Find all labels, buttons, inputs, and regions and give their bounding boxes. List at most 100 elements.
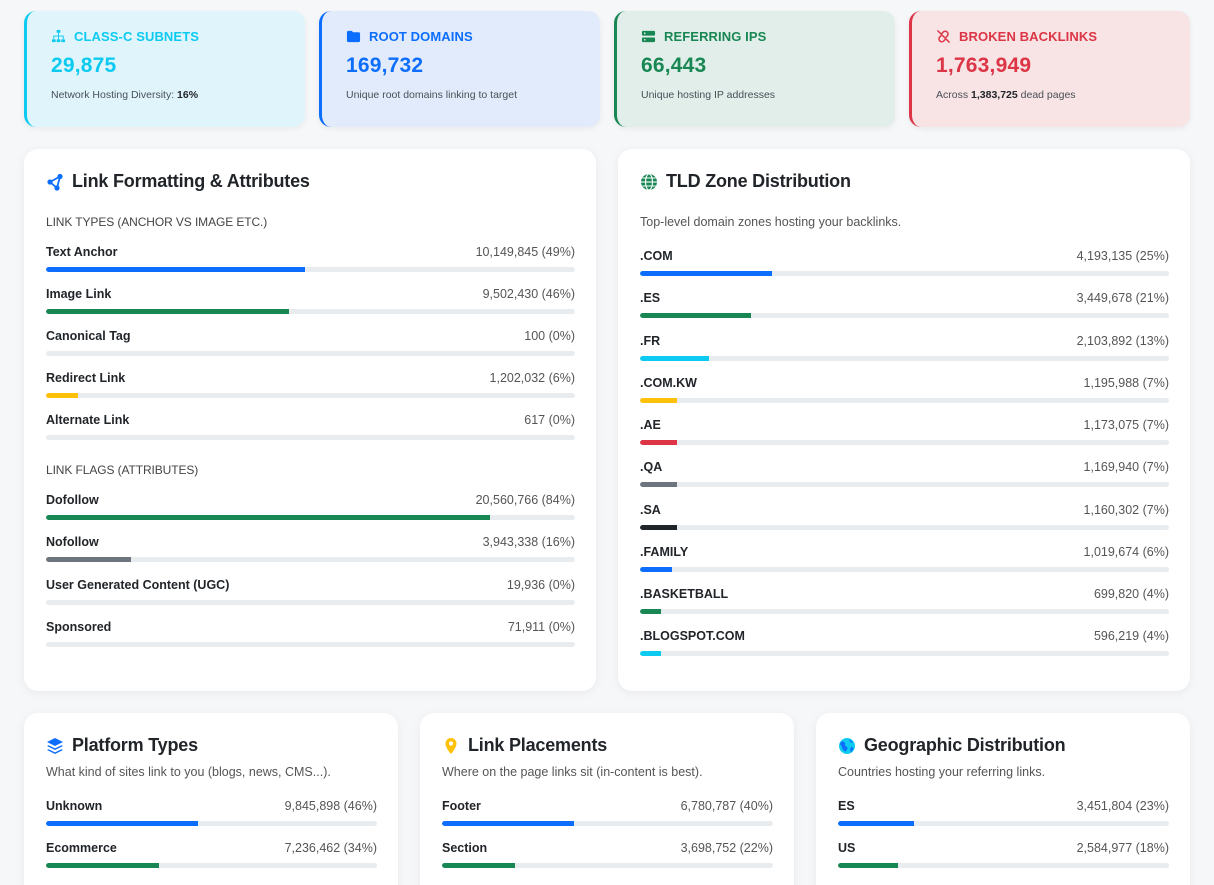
bar-label: .SA	[640, 502, 661, 517]
broken-link-icon	[937, 30, 950, 43]
link-types-label: LINK TYPES (ANCHOR VS IMAGE ETC.)	[46, 215, 268, 229]
bar-label: .COM	[640, 249, 673, 263]
bar-value: 617 (0%)	[524, 413, 575, 427]
bar-label: US	[838, 841, 856, 855]
progress-track	[640, 651, 1169, 657]
bar-label: .ES	[640, 291, 661, 306]
card-title: Link Formatting & Attributes	[46, 171, 310, 192]
progress-track	[640, 271, 1169, 276]
bar-label: .FR	[640, 333, 661, 348]
stat-card-class-c-subnets: CLASS-C SUBNETS 29,875 Network Hosting D…	[24, 11, 305, 127]
stat-value: 29,875	[51, 54, 117, 77]
bar-row: Ecommerce 7,236,462 (34%)	[46, 841, 377, 883]
progress-track	[46, 821, 377, 826]
progress-fill	[838, 821, 915, 826]
bar-row: Footer 6,780,787 (40%)	[442, 799, 773, 841]
network-icon	[51, 29, 66, 43]
bar-value: 19,936 (0%)	[506, 577, 575, 592]
bar-label: .QA	[640, 460, 663, 475]
progress-track	[640, 609, 1169, 614]
layers-icon	[47, 737, 63, 754]
bar-row: Unknown 9,845,898 (46%)	[46, 799, 377, 841]
progress-fill	[640, 271, 773, 276]
link-formatting-card: Link Formatting & Attributes LINK TYPES …	[24, 149, 596, 691]
progress-track	[46, 557, 575, 563]
bar-value: 20,560,766 (84%)	[475, 493, 575, 507]
geographic-distribution-card: Geographic Distribution Countries hostin…	[816, 713, 1190, 885]
platform-list: Unknown 9,845,898 (46%) Ecommerce 7,236,462…	[46, 799, 377, 883]
progress-fill	[442, 821, 575, 826]
bar-row: .BASKETBALL 699,820 (4%)	[640, 587, 1169, 629]
tld-list: .COM 4,193,135 (25%) .ES 3,449,678 (21%) .FR…	[640, 249, 1169, 672]
bar-value: 100 (0%)	[524, 329, 575, 343]
progress-fill	[46, 309, 290, 314]
bar-row: Dofollow 20,560,766 (84%)	[46, 493, 575, 535]
link-types-list: Text Anchor 10,149,845 (49%) Image Link 9,5…	[46, 245, 575, 455]
progress-track	[640, 524, 1169, 530]
bar-label: .AE	[640, 418, 661, 432]
progress-track	[838, 863, 1169, 868]
progress-track	[640, 355, 1169, 361]
card-title: Geographic Distribution	[838, 735, 1066, 756]
stat-value: 1,763,949	[936, 54, 1032, 77]
card-description: Countries hosting your referring links.	[838, 765, 1046, 779]
tld-distribution-card: TLD Zone Distribution Top-level domain z…	[618, 149, 1190, 691]
server-icon	[641, 30, 656, 43]
progress-fill	[640, 355, 709, 361]
progress-fill	[46, 557, 131, 563]
bar-value: 9,845,898 (46%)	[284, 799, 377, 813]
progress-track	[46, 863, 377, 868]
progress-fill	[640, 313, 752, 319]
progress-track	[640, 397, 1169, 403]
progress-fill	[46, 515, 491, 520]
bar-label: .COM.KW	[640, 375, 697, 390]
earth-icon	[839, 737, 855, 754]
geo-list: ES 3,451,804 (23%) US 2,584,977 (18%)	[838, 799, 1169, 883]
stat-subtext: Unique hosting IP addresses	[641, 89, 776, 101]
bar-row: Canonical Tag 100 (0%)	[46, 329, 575, 371]
bar-row: .AE 1,173,075 (7%)	[640, 418, 1169, 460]
bar-label: Dofollow	[46, 493, 99, 507]
bar-label: .FAMILY	[640, 544, 689, 559]
card-description: Top-level domain zones hosting your back…	[640, 215, 902, 229]
progress-track	[46, 641, 575, 647]
progress-track	[46, 599, 575, 605]
progress-track	[640, 313, 1169, 319]
progress-fill	[46, 863, 159, 868]
bar-label: Alternate Link	[46, 413, 130, 427]
bar-label: User Generated Content (UGC)	[46, 577, 230, 592]
progress-fill	[640, 566, 672, 572]
bar-row: .QA 1,169,940 (7%)	[640, 460, 1169, 502]
bar-value: 1,019,674 (6%)	[1083, 544, 1169, 559]
bar-label: Text Anchor	[46, 245, 118, 259]
bar-label: Nofollow	[46, 535, 99, 550]
stat-title: BROKEN BACKLINKS	[959, 29, 1098, 44]
bar-row: .FAMILY 1,019,674 (6%)	[640, 545, 1169, 587]
bar-row: Text Anchor 10,149,845 (49%)	[46, 245, 575, 287]
stat-value: 66,443	[641, 54, 707, 77]
bar-value: 699,820 (4%)	[1093, 587, 1169, 601]
bar-label: Canonical Tag	[46, 329, 131, 343]
progress-track	[640, 566, 1169, 572]
progress-fill	[46, 267, 306, 272]
bar-row: .ES 3,449,678 (21%)	[640, 291, 1169, 333]
stat-card-root-domains: ROOT DOMAINS 169,732 Unique root domains…	[319, 11, 600, 127]
progress-track	[46, 515, 575, 520]
bar-row: Section 3,698,752 (22%)	[442, 841, 773, 883]
bar-row: .SA 1,160,302 (7%)	[640, 503, 1169, 545]
progress-fill	[640, 651, 662, 657]
stats-row: CLASS-C SUBNETS 29,875 Network Hosting D…	[24, 11, 1190, 127]
link-flags-list: Dofollow 20,560,766 (84%) Nofollow 3,943,33…	[46, 493, 575, 662]
progress-fill	[640, 524, 678, 530]
bar-label: Footer	[442, 799, 481, 813]
bar-label: Image Link	[46, 287, 112, 301]
bar-label: .BLOGSPOT.COM	[640, 629, 745, 644]
bar-value: 1,202,032 (6%)	[489, 371, 575, 385]
link-flags-label: LINK FLAGS (ATTRIBUTES)	[46, 463, 199, 477]
card-title: Platform Types	[46, 735, 198, 756]
progress-fill	[46, 821, 199, 826]
bar-value: 3,943,338 (16%)	[482, 535, 575, 550]
bar-row: .COM 4,193,135 (25%)	[640, 249, 1169, 291]
progress-fill	[640, 440, 678, 445]
bar-value: 9,502,430 (46%)	[482, 287, 575, 301]
